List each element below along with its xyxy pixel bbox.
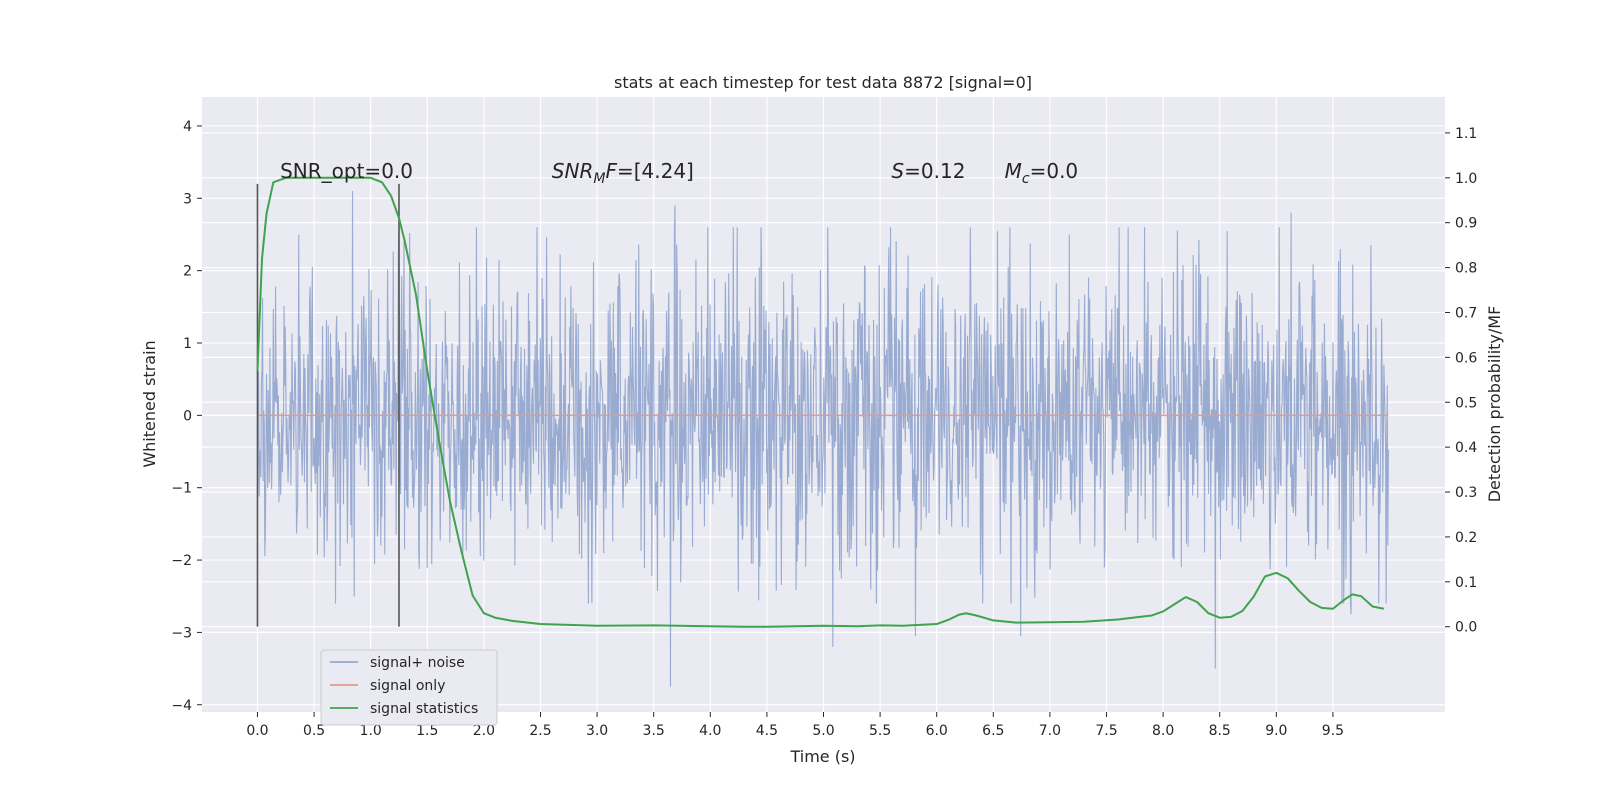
y-tick-label: 1 [183,336,192,352]
y-right-axis-label: Detection probability/MF [1485,306,1504,503]
y-right-tick-label: 0.1 [1455,575,1477,591]
x-tick-label: 4.0 [699,723,721,739]
legend-label-signal-noise: signal+ noise [370,655,465,671]
x-tick-label: 6.0 [926,723,948,739]
y-tick-label: 2 [183,264,192,280]
annotations: SNR_opt=0.0 SNRMF=[4.24] S=0.12 Mc=0.0 [280,159,1078,187]
y-tick-label: −3 [171,625,192,641]
x-tick-label: 8.0 [1152,723,1174,739]
x-tick-label: 5.5 [869,723,891,739]
y-ticks: −4 −3 −2 −1 0 1 2 3 4 [171,119,202,714]
x-tick-label: 7.5 [1095,723,1117,739]
legend-label-signal-only: signal only [370,678,445,694]
x-tick-label: 8.5 [1209,723,1231,739]
x-tick-label: 2.0 [473,723,495,739]
x-tick-label: 9.0 [1265,723,1287,739]
annotation: Mc=0.0 [1005,159,1079,187]
x-tick-label: 3.0 [586,723,608,739]
x-tick-label: 4.5 [756,723,778,739]
x-tick-label: 2.5 [529,723,551,739]
x-tick-label: 0.0 [246,723,268,739]
annotation: SNR_opt=0.0 [280,159,413,183]
y-tick-label: 3 [183,191,192,207]
y-tick-label: 4 [183,119,192,135]
chart-title: stats at each timestep for test data 887… [614,73,1032,92]
y-right-tick-label: 0.6 [1455,350,1477,366]
y-right-tick-label: 1.0 [1455,171,1477,187]
x-tick-label: 6.5 [982,723,1004,739]
y-right-tick-label: 0.4 [1455,440,1477,456]
y-right-tick-label: 0.2 [1455,530,1477,546]
x-tick-label: 5.0 [812,723,834,739]
x-ticks: 0.0 0.5 1.0 1.5 2.0 2.5 3.0 3.5 4.0 4.5 5.0 5.5 6.0 6… [246,712,1344,739]
y-axis-label: Whitened strain [140,340,159,467]
x-tick-label: 9.5 [1322,723,1344,739]
annotation: SNRMF=[4.24] [552,159,694,187]
signal-statistics-line [256,176,1385,628]
y-right-ticks: 0.0 0.1 0.2 0.3 0.4 0.5 0.6 0.7 0.8 0.9 1.0 1.1 [1445,126,1477,636]
annotation: S=0.12 [891,159,965,183]
y-right-tick-label: 0.8 [1455,261,1477,277]
legend-box [320,649,498,726]
series-signal-statistics [256,176,1385,628]
y-right-tick-label: 1.1 [1455,126,1477,142]
y-right-tick-label: 0.9 [1455,216,1477,232]
y-tick-label: −4 [171,698,192,714]
y-right-tick-label: 0.5 [1455,395,1477,411]
x-axis-label: Time (s) [789,747,855,766]
y-tick-label: −2 [171,553,192,569]
y-tick-label: −1 [171,481,192,497]
y-tick-label: 0 [183,408,192,424]
x-tick-label: 0.5 [303,723,325,739]
x-tick-label: 3.5 [643,723,665,739]
vertical-markers [256,183,400,627]
y-right-tick-label: 0.0 [1455,620,1477,636]
x-tick-label: 7.0 [1039,723,1061,739]
x-tick-label: 1.0 [360,723,382,739]
legend: signal+ noise signal only signal statist… [320,649,498,726]
noise-line [256,191,1389,687]
series-signal-noise [256,191,1389,687]
x-tick-label: 1.5 [416,723,438,739]
y-right-tick-label: 0.7 [1455,305,1477,321]
y-right-tick-label: 0.3 [1455,485,1477,501]
legend-label-signal-statistics: signal statistics [370,701,478,717]
